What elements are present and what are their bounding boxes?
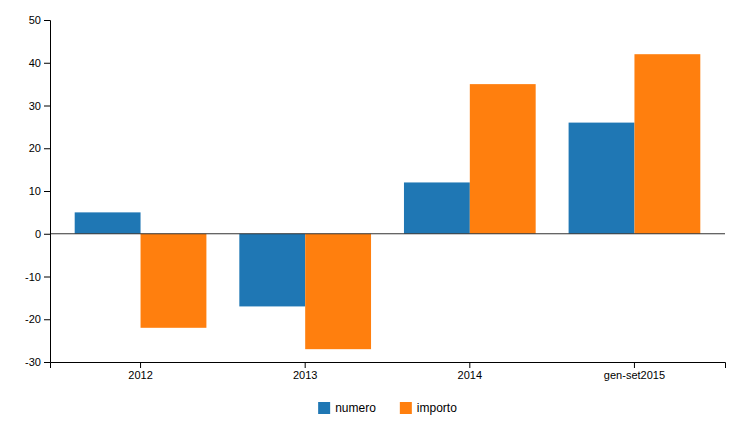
y-tick: -10: [25, 271, 50, 283]
y-tick-mark: [44, 148, 50, 149]
y-tick: 10: [29, 185, 50, 197]
y-tick-mark: [44, 191, 50, 192]
bar: [470, 84, 536, 234]
legend: numero importo: [318, 401, 457, 415]
bar: [305, 234, 371, 349]
y-tick-label: -20: [25, 313, 41, 325]
x-tick-label: 2014: [458, 369, 482, 381]
x-axis-line: [51, 363, 726, 369]
y-tick-label: -10: [25, 271, 41, 283]
plot-area: -30 -20 -10 0 10 20 30 40 50 2012 2013 2014 gen-set2…: [25, 14, 725, 381]
x-tick-label: gen-set2015: [604, 369, 665, 381]
x-tick-label: 2013: [293, 369, 317, 381]
bar: [141, 234, 207, 328]
bar: [75, 212, 141, 233]
bar: [239, 234, 305, 307]
y-tick-label: 40: [29, 57, 41, 69]
chart-svg: -30 -20 -10 0 10 20 30 40 50 2012 2013 2014 gen-set2…: [0, 0, 745, 432]
zero-line: [50, 233, 725, 234]
y-tick: 50: [29, 14, 50, 26]
bar: [634, 54, 700, 234]
y-tick: 0: [35, 228, 50, 240]
y-tick-label: -30: [25, 356, 41, 368]
legend-swatch: [400, 402, 412, 414]
x-tick: 2014: [458, 362, 482, 381]
y-tick-label: 10: [29, 185, 41, 197]
y-axis-line: [44, 21, 51, 363]
y-tick-mark: [44, 234, 50, 235]
y-tick-mark: [44, 63, 50, 64]
legend-swatch: [318, 402, 330, 414]
y-tick-mark: [44, 106, 50, 107]
y-tick-label: 0: [35, 228, 41, 240]
y-tick-mark: [44, 362, 50, 363]
legend-item: importo: [400, 401, 457, 415]
bar: [404, 182, 470, 233]
legend-label: importo: [417, 401, 457, 415]
y-tick-label: 50: [29, 14, 41, 26]
y-tick-mark: [44, 319, 50, 320]
x-tick-label: 2012: [128, 369, 152, 381]
y-tick: -20: [25, 313, 50, 325]
y-tick-mark: [44, 277, 50, 278]
x-tick: 2013: [293, 362, 317, 381]
legend-label: numero: [335, 401, 376, 415]
y-axis: -30 -20 -10 0 10 20 30 40 50: [25, 14, 50, 368]
x-tick-mark: [140, 362, 141, 368]
y-tick: 30: [29, 100, 50, 112]
y-tick: -30: [25, 356, 50, 368]
x-tick: 2012: [128, 362, 152, 381]
bars: [75, 54, 701, 349]
x-tick-mark: [305, 362, 306, 368]
y-tick-mark: [44, 20, 50, 21]
chart-container: -30 -20 -10 0 10 20 30 40 50 2012 2013 2014 gen-set2…: [0, 0, 745, 432]
x-tick-mark: [634, 362, 635, 368]
y-tick: 20: [29, 142, 50, 154]
bar: [569, 123, 635, 234]
x-axis: 2012 2013 2014 gen-set2015: [51, 362, 726, 381]
legend-item: numero: [318, 401, 376, 415]
x-tick-mark: [469, 362, 470, 368]
y-tick: 40: [29, 57, 50, 69]
y-tick-label: 20: [29, 142, 41, 154]
y-tick-label: 30: [29, 100, 41, 112]
x-tick: gen-set2015: [604, 362, 665, 381]
bar-series: [141, 54, 701, 349]
